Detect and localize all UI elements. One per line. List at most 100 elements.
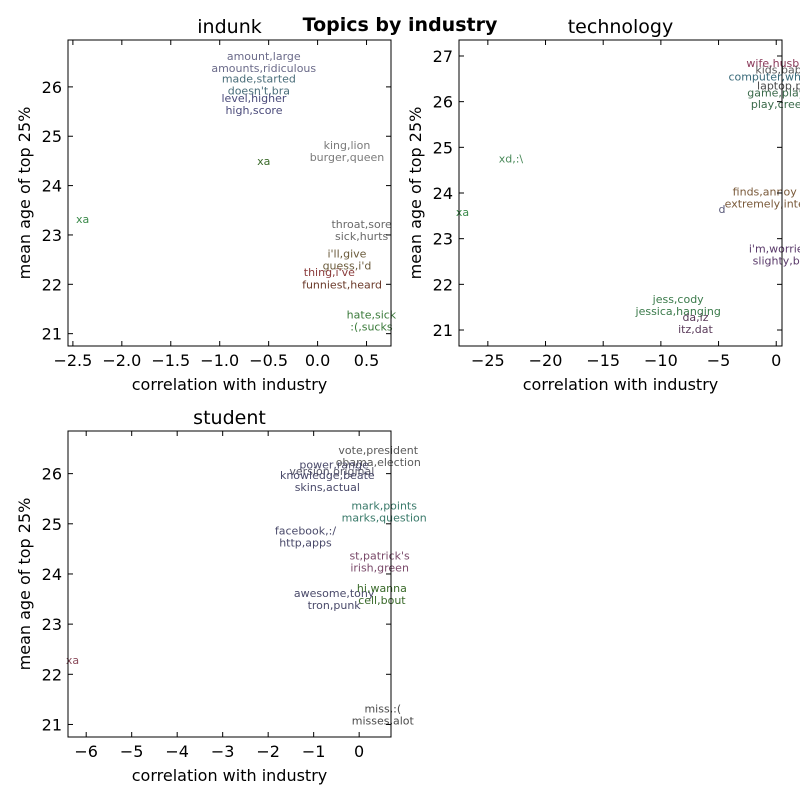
panel-title: student bbox=[193, 407, 266, 429]
topic-label: laptop,p bbox=[757, 80, 800, 93]
panel-indunk: amount,large amounts,ridiculousmade,start… bbox=[15, 16, 397, 394]
topic-label-line: misses,alot bbox=[352, 714, 415, 727]
x-tick-label: −25 bbox=[471, 351, 505, 370]
x-tick-label: 0.5 bbox=[354, 351, 379, 370]
topic-label: level,higher high,score bbox=[222, 92, 287, 117]
topic-label-line: marks,question bbox=[342, 511, 427, 524]
x-tick-label: −1.0 bbox=[200, 351, 239, 370]
y-tick-label: 22 bbox=[433, 275, 453, 294]
panel-technology: wife,husbakids,babcomputer,whlaptop,pgam… bbox=[406, 16, 800, 394]
topic-label-line: awesome,tony bbox=[294, 587, 375, 600]
topic-label-line: xa bbox=[76, 213, 89, 226]
x-tick-label: −5 bbox=[707, 351, 731, 370]
topic-label: wife,husba bbox=[746, 57, 800, 70]
axes-frame bbox=[67, 39, 392, 347]
topic-label-line: wife,husba bbox=[746, 57, 800, 70]
topic-label-line: made,started bbox=[222, 72, 296, 85]
topic-label: st,patrick's irish,green bbox=[349, 549, 410, 574]
topic-label-line: facebook,:/ bbox=[275, 524, 336, 537]
y-axis-label: mean age of top 25% bbox=[15, 498, 34, 671]
topic-label: throat,sore sick,hurts bbox=[331, 218, 392, 243]
y-tick-label: 24 bbox=[433, 184, 453, 203]
topic-label-line: xa bbox=[257, 155, 270, 168]
topic-label-line: hi,wanna bbox=[357, 582, 407, 595]
topic-label-line: hate,sick bbox=[347, 308, 397, 321]
topic-label-line: xd,:\ bbox=[499, 153, 524, 166]
topic-label: amount,large amounts,ridiculous bbox=[211, 50, 316, 75]
topic-label-line: throat,sore bbox=[331, 218, 392, 231]
topic-label-line: itz,dat bbox=[678, 323, 713, 336]
y-tick-label: 26 bbox=[433, 93, 453, 112]
x-tick-label: 0 bbox=[354, 742, 364, 761]
annotations: amount,large amounts,ridiculousmade,start… bbox=[76, 50, 397, 333]
y-tick-label: 21 bbox=[42, 325, 62, 344]
topic-label: play,cree bbox=[751, 98, 800, 111]
topic-label: da,iz itz,dat bbox=[678, 311, 713, 336]
topic-label-line: obama,election bbox=[336, 456, 421, 469]
y-tick-label: 25 bbox=[42, 515, 62, 534]
panel-student: vote,president obama,electionpower,rangev… bbox=[15, 407, 427, 785]
topic-label: xa bbox=[66, 654, 79, 667]
topic-label-line: tron,punk bbox=[308, 599, 362, 612]
x-tick-label: 0.0 bbox=[305, 351, 330, 370]
topic-label: facebook,:/http,apps bbox=[275, 524, 336, 549]
topic-label-line: jessica,hanging bbox=[635, 305, 721, 318]
topic-label-line: finds,annoy bbox=[733, 186, 798, 199]
topic-label-line: jess,cody bbox=[652, 293, 705, 306]
topic-label-line: level,higher bbox=[222, 92, 287, 105]
topic-label: i'm,worrie slighty,b bbox=[749, 243, 800, 268]
topic-label-line: guess,i'd bbox=[323, 260, 372, 273]
topic-label: king,lion burger,queen bbox=[310, 139, 385, 164]
x-axis-label: correlation with industry bbox=[132, 766, 328, 785]
annotations: vote,president obama,electionpower,rangev… bbox=[66, 444, 427, 727]
topic-label-line: laptop,p bbox=[757, 80, 800, 93]
topic-label-line: version,original bbox=[289, 465, 374, 478]
x-tick-label: −1 bbox=[302, 742, 326, 761]
x-axis-label: correlation with industry bbox=[132, 375, 328, 394]
x-tick-label: −6 bbox=[74, 742, 98, 761]
y-tick-label: 25 bbox=[433, 138, 453, 157]
x-tick-label: −0.5 bbox=[249, 351, 288, 370]
x-tick-label: −5 bbox=[120, 742, 144, 761]
topic-label-line: knowledge,beate bbox=[280, 469, 375, 482]
y-tick-label: 23 bbox=[42, 615, 62, 634]
figure-title: Topics by industry bbox=[303, 14, 498, 36]
topic-label: vote,president obama,election bbox=[336, 444, 421, 469]
topic-label: kids,bab bbox=[755, 64, 800, 77]
topic-label-line: st,patrick's bbox=[349, 549, 410, 562]
x-tick-label: −2.0 bbox=[102, 351, 141, 370]
topic-label: thing,i've bbox=[304, 266, 355, 279]
topic-label-line: vote,president bbox=[338, 444, 418, 457]
topic-label-line: doesn't,bra bbox=[228, 84, 290, 97]
topic-label-line: high,score bbox=[225, 104, 282, 117]
topic-label-line: extremely,inte bbox=[725, 198, 800, 211]
y-tick-label: 23 bbox=[42, 226, 62, 245]
panel-title: technology bbox=[568, 16, 674, 38]
y-tick-label: 22 bbox=[42, 665, 62, 684]
x-tick-label: −3 bbox=[211, 742, 235, 761]
panel-title: indunk bbox=[197, 16, 261, 38]
y-tick-label: 27 bbox=[433, 47, 453, 66]
topic-label: i'll,give guess,i'd bbox=[323, 248, 372, 273]
topic-label-line: http,apps bbox=[279, 536, 332, 549]
topic-label-line: xa bbox=[456, 206, 469, 219]
x-tick-label: −1.5 bbox=[151, 351, 190, 370]
topic-label-line: cell,bout bbox=[358, 594, 406, 607]
topic-label-line: xa bbox=[66, 654, 79, 667]
topic-label-line: i'll,give bbox=[327, 248, 366, 261]
topic-label-line: amounts,ridiculous bbox=[211, 62, 316, 75]
topic-label-line: king,lion bbox=[324, 139, 371, 152]
y-tick-label: 25 bbox=[42, 127, 62, 146]
topic-label: game,play bbox=[747, 87, 800, 100]
axes-frame bbox=[67, 430, 392, 738]
topic-label-line: :(,sucks bbox=[350, 320, 393, 333]
topic-label: hate,sick:(,sucks bbox=[347, 308, 397, 333]
topic-label: knowledge,beate skins,actual bbox=[280, 469, 375, 494]
topic-label: hi,wanna cell,bout bbox=[357, 582, 407, 607]
topic-label-line: amount,large bbox=[227, 50, 301, 63]
topic-label-line: da,iz bbox=[682, 311, 708, 324]
topic-label-line: mark,points bbox=[351, 499, 417, 512]
x-tick-label: −15 bbox=[586, 351, 620, 370]
x-tick-label: −20 bbox=[529, 351, 563, 370]
topic-label: mark,points marks,question bbox=[342, 499, 427, 524]
